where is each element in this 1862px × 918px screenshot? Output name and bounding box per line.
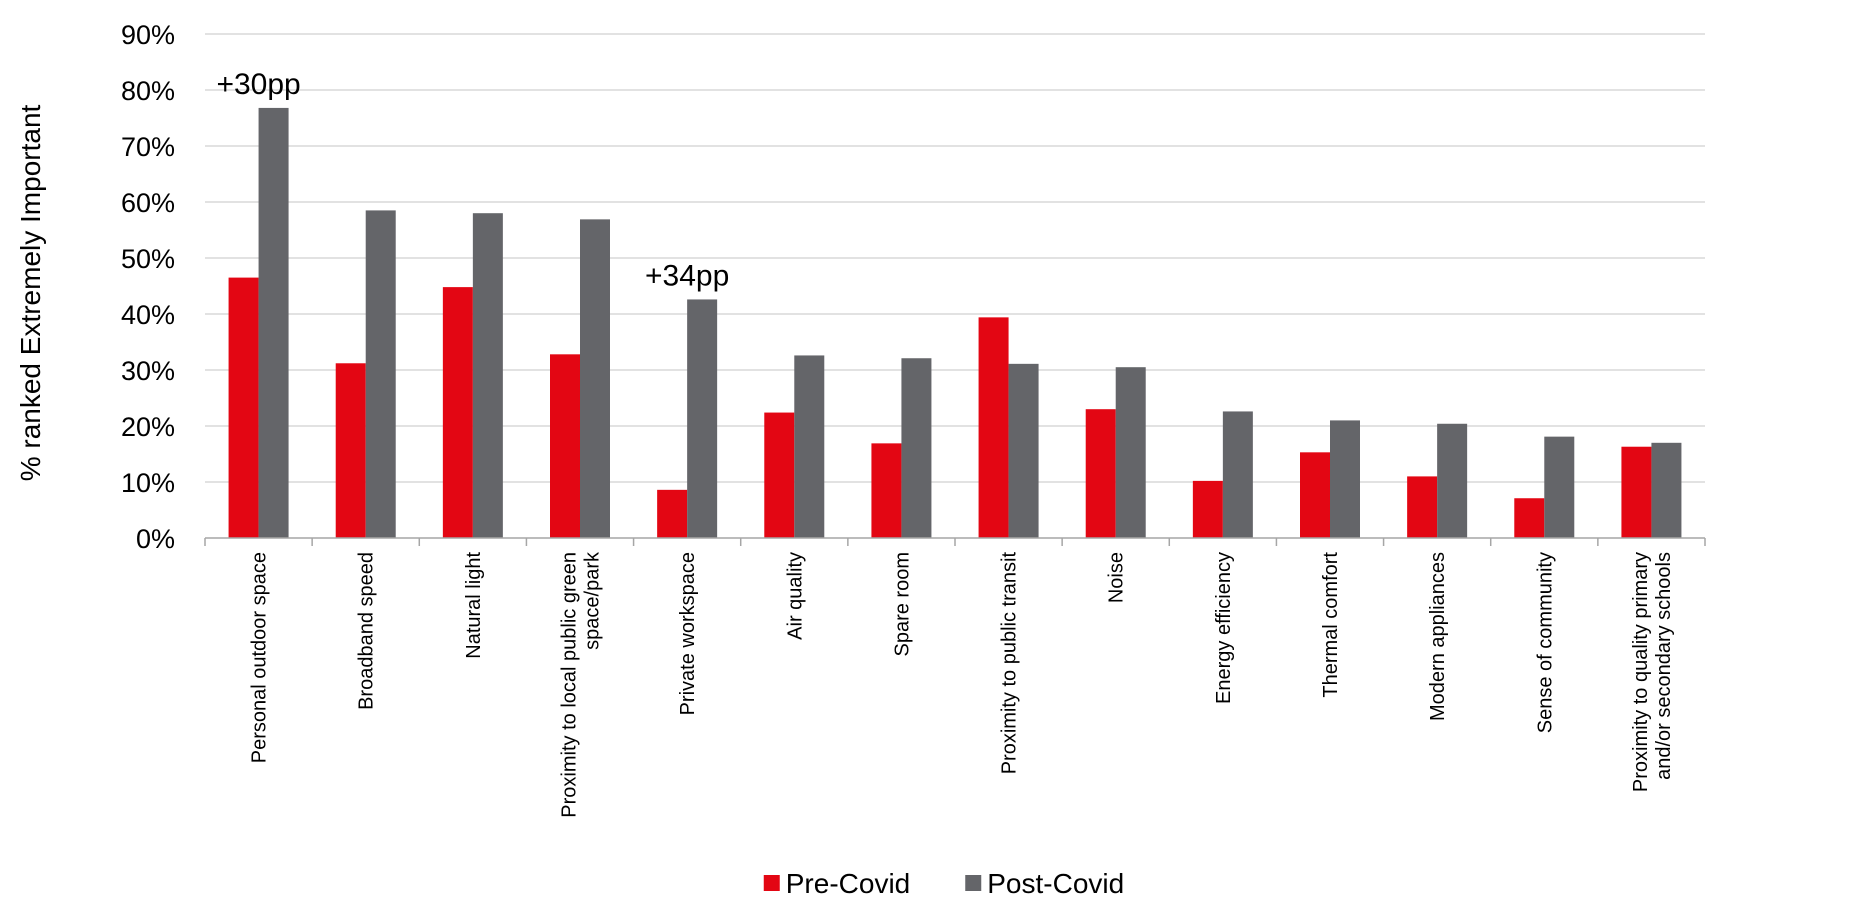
bar-pre-covid <box>1192 480 1223 538</box>
legend: Pre-Covid Post-Covid <box>763 868 1124 899</box>
category-label: Proximity to local public green space/par… <box>559 551 604 818</box>
y-tick-label: 20% <box>121 412 175 442</box>
y-tick-label: 70% <box>121 132 175 162</box>
bars <box>228 107 1682 539</box>
legend-swatch-post-covid <box>965 875 982 891</box>
y-axis-ticks: 0% 10% 20% 30% 40% 50% 60% 70% 80% 90% <box>121 20 175 554</box>
bar-pre-covid <box>1407 476 1438 538</box>
bar-pre-covid <box>335 363 366 538</box>
category-label-line: Modern appliances <box>1427 552 1449 721</box>
bar-pre-covid <box>550 354 580 538</box>
bar-post-covid <box>1115 367 1146 538</box>
bar-pre-covid <box>1300 452 1330 538</box>
category-label-line: Personal outdoor space <box>249 552 271 763</box>
bar-post-covid <box>1330 420 1360 538</box>
category-label-line: Private workspace <box>677 552 699 715</box>
bar-pre-covid <box>657 489 688 538</box>
annotation-label: +30pp <box>216 68 300 101</box>
bar-pre-covid <box>764 412 795 538</box>
bar-pre-covid <box>1621 446 1652 538</box>
category-label: Broadband speed <box>356 552 378 710</box>
category-label: Noise <box>1106 552 1128 603</box>
category-label: Proximity to quality primary and/or secon… <box>1630 552 1675 792</box>
category-label: Modern appliances <box>1427 552 1449 721</box>
bar-pre-covid <box>871 443 902 538</box>
bar-pre-covid <box>1085 409 1116 538</box>
category-label-line: Noise <box>1106 552 1128 603</box>
category-label-line: Proximity to public transit <box>999 552 1021 775</box>
category-label-line: Proximity to local public green <box>559 552 581 818</box>
annotations: +30pp +34pp <box>216 68 729 293</box>
bar-post-covid <box>687 299 718 538</box>
bar-post-covid <box>580 219 610 539</box>
category-label: Private workspace <box>677 552 699 715</box>
category-label: Thermal comfort <box>1320 552 1342 698</box>
bar-pre-covid <box>978 317 1009 538</box>
bar-pre-covid <box>442 287 473 538</box>
gridlines <box>205 33 1705 483</box>
category-label-line: Spare room <box>891 552 913 657</box>
bar-post-covid <box>365 210 396 538</box>
y-tick-label: 0% <box>136 524 175 554</box>
annotation-label: +34pp <box>645 259 729 292</box>
category-label: Sense of community <box>1534 552 1556 733</box>
category-label-line: space/park <box>582 551 604 650</box>
bar-post-covid <box>1008 363 1039 538</box>
category-label-line: Natural light <box>463 552 485 659</box>
category-label: Spare room <box>891 552 913 657</box>
category-label: Proximity to public transit <box>999 552 1021 775</box>
y-axis-title: % ranked Extremely Important <box>15 104 46 481</box>
category-label-line: Proximity to quality primary <box>1630 552 1652 792</box>
category-labels: Personal outdoor space Broadband speed Nat… <box>249 551 1675 818</box>
category-label-line: and/or secondary schools <box>1653 552 1675 780</box>
bar-post-covid <box>472 213 503 538</box>
bar-post-covid <box>901 358 932 538</box>
bar-post-covid <box>258 107 289 539</box>
bar-post-covid <box>1222 411 1253 538</box>
category-label-line: Energy efficiency <box>1213 552 1235 704</box>
bar-post-covid <box>1437 423 1468 538</box>
bar-post-covid <box>1544 436 1575 538</box>
bar-pre-covid <box>228 277 259 538</box>
category-label-line: Broadband speed <box>356 552 378 710</box>
y-tick-label: 80% <box>121 76 175 106</box>
category-label: Energy efficiency <box>1213 552 1235 704</box>
y-tick-label: 40% <box>121 300 175 330</box>
category-label: Natural light <box>463 552 485 659</box>
legend-swatch-pre-covid <box>763 875 780 891</box>
bar-pre-covid <box>1514 498 1545 538</box>
category-label-line: Sense of community <box>1534 552 1556 733</box>
legend-label: Post-Covid <box>987 868 1124 899</box>
bar-post-covid <box>1651 442 1682 538</box>
y-tick-label: 50% <box>121 244 175 274</box>
category-label: Air quality <box>784 552 806 640</box>
x-axis <box>204 537 1706 546</box>
y-tick-label: 10% <box>121 468 175 498</box>
y-tick-label: 30% <box>121 356 175 386</box>
y-tick-label: 90% <box>121 20 175 50</box>
category-label: Personal outdoor space <box>249 552 271 763</box>
bar-post-covid <box>794 355 825 538</box>
y-tick-label: 60% <box>121 188 175 218</box>
category-label-line: Thermal comfort <box>1320 552 1342 698</box>
category-label-line: Air quality <box>784 552 806 640</box>
legend-label: Pre-Covid <box>786 868 910 899</box>
